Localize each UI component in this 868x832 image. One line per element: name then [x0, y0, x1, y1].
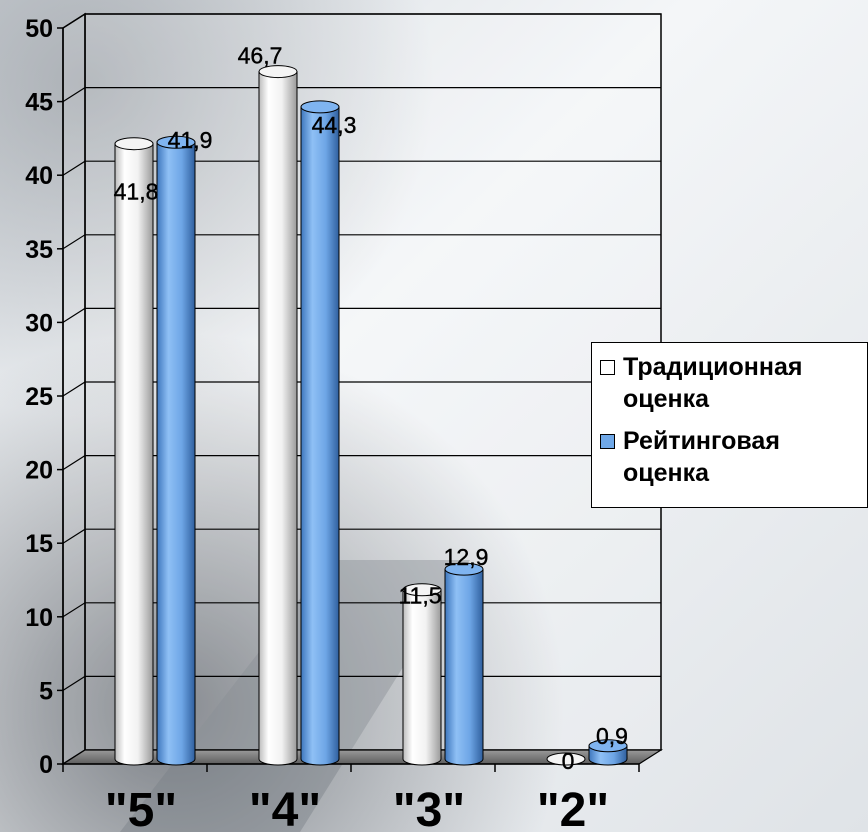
- value-label-traditional: 41,8: [114, 179, 159, 205]
- legend-label-traditional: Традиционная оценка: [623, 351, 802, 415]
- y-tick-label: 5: [39, 677, 53, 705]
- legend: Традиционная оценка Рейтинговая оценка: [591, 342, 868, 508]
- y-tick-label: 30: [25, 309, 53, 337]
- bar-rating: [588, 739, 628, 766]
- legend-label-traditional-line1: Традиционная: [623, 353, 803, 381]
- y-tick-label: 15: [25, 530, 53, 558]
- bar-rating-body: [156, 141, 196, 766]
- gridline: [62, 307, 661, 323]
- y-tick-label: 20: [25, 457, 53, 485]
- bar-traditional: [546, 752, 586, 766]
- value-label-rating: 0,9: [596, 723, 628, 749]
- bar-traditional-body: [402, 589, 442, 766]
- gridline: [62, 455, 661, 471]
- bar-traditional-cap: [546, 752, 586, 766]
- value-label-traditional: 0: [562, 748, 575, 774]
- bar-traditional: [114, 137, 154, 766]
- value-label-rating: 44,3: [312, 112, 357, 138]
- legend-label-traditional-line2: оценка: [623, 385, 710, 413]
- y-tick-label: 0: [39, 751, 53, 779]
- category-label: "4": [249, 784, 321, 832]
- bar-traditional: [402, 583, 442, 766]
- legend-item-traditional: Традиционная оценка: [600, 351, 863, 415]
- bar-traditional-cap: [402, 583, 442, 597]
- bar-traditional-cap: [258, 65, 298, 79]
- legend-label-rating: Рейтинговая оценка: [623, 425, 780, 489]
- bar-traditional-body: [114, 143, 154, 766]
- gridline: [62, 234, 661, 250]
- y-tick-label: 25: [25, 383, 53, 411]
- y-tick-label: 45: [25, 89, 53, 117]
- bar-rating-body: [300, 106, 340, 766]
- bar-rating-cap: [156, 135, 196, 149]
- value-label-rating: 41,9: [168, 127, 213, 153]
- category-label: "2": [537, 784, 609, 832]
- legend-label-rating-line2: оценка: [623, 459, 710, 487]
- bar-rating-cap: [300, 100, 340, 114]
- gridline: [62, 13, 661, 29]
- bar-traditional-cap: [114, 137, 154, 151]
- bar-traditional: [258, 65, 298, 766]
- category-label: "5": [105, 784, 177, 832]
- gridline: [62, 160, 661, 176]
- bar-rating: [300, 100, 340, 766]
- y-tick-label: 10: [25, 604, 53, 632]
- legend-item-rating: Рейтинговая оценка: [600, 425, 863, 489]
- legend-swatch-rating: [600, 434, 615, 449]
- bar-rating-cap: [588, 739, 628, 753]
- bar-rating: [444, 562, 484, 766]
- bar-rating: [156, 135, 196, 766]
- bar-rating-cap: [444, 562, 484, 576]
- y-tick-label: 50: [25, 15, 53, 43]
- legend-swatch-traditional: [600, 360, 615, 375]
- y-tick-label: 40: [25, 162, 53, 190]
- bar-rating-body: [444, 568, 484, 766]
- y-tick-label: 35: [25, 236, 53, 264]
- bar-traditional-body: [258, 71, 298, 766]
- gridline: [62, 381, 661, 397]
- legend-label-rating-line1: Рейтинговая: [623, 427, 780, 455]
- category-label: "3": [393, 784, 465, 832]
- value-label-traditional: 46,7: [238, 43, 283, 69]
- value-label-traditional: 11,5: [398, 583, 441, 609]
- value-label-rating: 12,9: [444, 544, 489, 570]
- gridline: [62, 528, 661, 544]
- gridline: [62, 86, 661, 103]
